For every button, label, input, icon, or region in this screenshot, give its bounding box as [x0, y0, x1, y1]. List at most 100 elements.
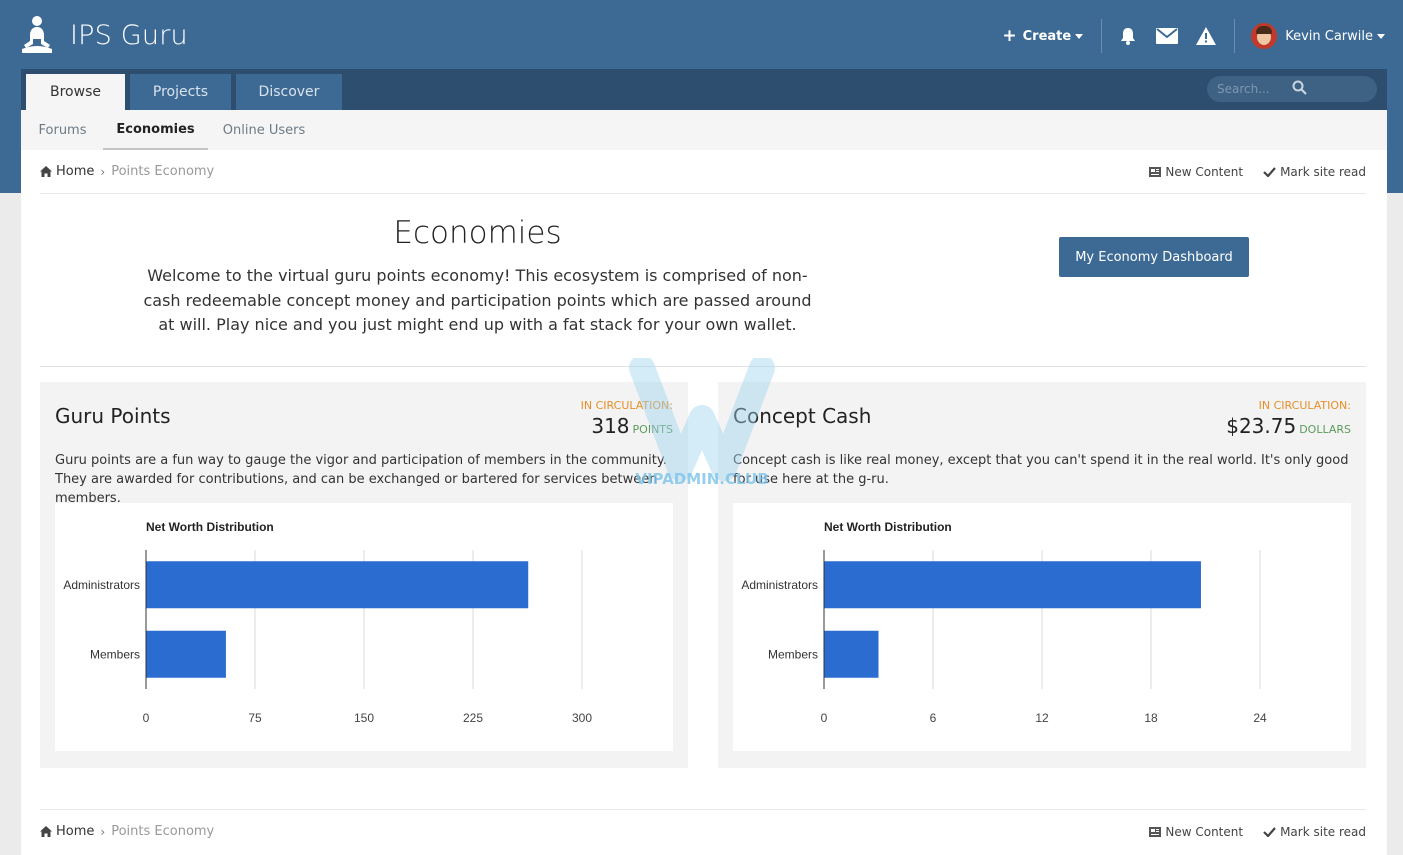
mark-site-read-label: Mark site read	[1280, 824, 1366, 839]
caret-down-icon	[1377, 33, 1385, 39]
x-tick-label: 150	[354, 711, 374, 725]
bar-chart: Net Worth Distribution 0 6 12 18 24 Administra…	[741, 520, 1267, 725]
subnav-label: Online Users	[222, 122, 306, 138]
tab-browse[interactable]: Browse	[26, 74, 125, 110]
divider	[1234, 19, 1236, 53]
x-tick-label: 0	[821, 711, 828, 725]
create-menu-button[interactable]: + Create	[1002, 26, 1084, 46]
net-worth-chart: Net Worth Distribution 0 6 12 18 24 Administra…	[733, 503, 1351, 751]
my-economy-dashboard-button[interactable]: My Economy Dashboard	[1059, 237, 1249, 277]
newspaper-icon	[1149, 826, 1162, 837]
new-content-link[interactable]: New Content	[1149, 165, 1243, 179]
user-bar: + Create Kevin Carwile	[1002, 18, 1385, 54]
bar	[824, 561, 1201, 609]
new-content-link[interactable]: New Content	[1149, 825, 1243, 839]
mark-site-read-label: Mark site read	[1280, 164, 1366, 179]
home-icon	[40, 166, 52, 177]
concept-cash-panel: Concept Cash IN CIRCULATION: $23.75 DOLLA…	[718, 382, 1366, 768]
circulation-stat: IN CIRCULATION: 318 POINTS	[581, 399, 673, 438]
divider	[40, 366, 1366, 367]
guru-points-panel: Guru Points IN CIRCULATION: 318 POINTS Gu…	[40, 382, 688, 768]
breadcrumb-home[interactable]: Home	[40, 164, 94, 179]
x-tick-label: 18	[1144, 711, 1158, 725]
panel-title: Guru Points	[55, 404, 171, 428]
circulation-label: IN CIRCULATION:	[1258, 399, 1351, 412]
tab-discover[interactable]: Discover	[236, 74, 342, 110]
breadcrumb-home-label: Home	[56, 824, 95, 839]
breadcrumb-current[interactable]: Points Economy	[111, 824, 215, 839]
circulation-value: 318	[591, 414, 630, 438]
create-label: Create	[1022, 28, 1072, 44]
subnav-label: Economies	[116, 121, 195, 137]
breadcrumb-bottom: Home › Points Economy New Content Mark s…	[40, 809, 1366, 853]
site-header: IPS Guru + Create Kevin Carwile	[0, 0, 1403, 70]
page-title: Economies	[393, 215, 562, 251]
plus-icon: +	[1002, 26, 1017, 46]
circulation-label: IN CIRCULATION:	[580, 399, 673, 412]
intro-text: Welcome to the virtual guru points econo…	[143, 266, 812, 334]
home-icon	[40, 826, 52, 837]
subnav-label: Forums	[38, 122, 87, 138]
mark-site-read-link[interactable]: Mark site read	[1263, 825, 1366, 839]
bar	[146, 561, 529, 609]
tab-label: Discover	[258, 84, 320, 100]
panel-description: Concept cash is like real money, except …	[733, 453, 1349, 487]
avatar	[1251, 23, 1278, 49]
x-tick-label: 12	[1035, 711, 1049, 725]
chevron-right-icon: ›	[100, 164, 106, 179]
x-tick-label: 24	[1253, 711, 1267, 725]
panel-title: Concept Cash	[733, 404, 872, 428]
checkmark-icon	[1263, 166, 1276, 177]
bar-chart: Net Worth Distribution 0 75 150 225 300 Admini…	[63, 520, 592, 725]
mark-site-read-link[interactable]: Mark site read	[1263, 165, 1366, 179]
new-content-label: New Content	[1165, 824, 1244, 839]
user-name: Kevin Carwile	[1285, 28, 1373, 44]
x-tick-label: 0	[143, 711, 150, 725]
messages-envelope-icon[interactable]	[1156, 28, 1179, 44]
breadcrumb-home[interactable]: Home	[40, 824, 94, 839]
secondary-nav: Forums Economies Online Users	[21, 110, 1387, 150]
subnav-forums[interactable]: Forums	[25, 110, 100, 150]
newspaper-icon	[1149, 166, 1162, 177]
site-name: IPS Guru	[70, 19, 188, 51]
bar	[146, 630, 226, 678]
x-tick-label: 6	[930, 711, 937, 725]
circulation-value: $23.75	[1226, 414, 1297, 438]
x-tick-label: 300	[572, 711, 592, 725]
search-icon[interactable]	[1292, 80, 1367, 98]
breadcrumb-home-label: Home	[56, 164, 95, 179]
tab-projects[interactable]: Projects	[130, 74, 231, 110]
caret-down-icon	[1075, 33, 1084, 39]
breadcrumb-current[interactable]: Points Economy	[111, 164, 215, 179]
divider	[1101, 19, 1103, 53]
site-logo[interactable]: IPS Guru	[20, 15, 188, 55]
panel-description: Guru points are a fun way to gauge the v…	[55, 453, 667, 506]
meditation-logo-icon	[20, 15, 54, 55]
chart-title: Net Worth Distribution	[824, 520, 952, 534]
category-label: Members	[90, 647, 140, 661]
search-placeholder: Search...	[1217, 82, 1270, 96]
subnav-online-users[interactable]: Online Users	[214, 110, 314, 150]
category-label: Administrators	[63, 578, 140, 592]
warning-triangle-icon[interactable]	[1196, 27, 1217, 45]
circulation-stat: IN CIRCULATION: $23.75 DOLLARS	[1226, 399, 1351, 438]
bar	[824, 630, 879, 678]
chart-title: Net Worth Distribution	[146, 520, 274, 534]
category-label: Members	[768, 647, 818, 661]
tab-label: Browse	[50, 84, 101, 100]
user-menu[interactable]: Kevin Carwile	[1235, 23, 1385, 49]
circulation-unit: POINTS	[632, 423, 673, 436]
subnav-economies[interactable]: Economies	[103, 110, 208, 150]
x-tick-label: 75	[248, 711, 262, 725]
new-content-label: New Content	[1165, 164, 1244, 179]
notifications-bell-icon[interactable]	[1118, 26, 1138, 46]
x-tick-label: 225	[463, 711, 483, 725]
category-label: Administrators	[741, 578, 818, 592]
search-input[interactable]: Search...	[1207, 76, 1377, 102]
net-worth-chart: Net Worth Distribution 0 75 150 225 300 Admini…	[55, 503, 673, 751]
checkmark-icon	[1263, 826, 1276, 837]
chevron-right-icon: ›	[100, 824, 106, 839]
primary-nav: Browse Projects Discover Search...	[21, 69, 1387, 110]
tab-label: Projects	[152, 84, 209, 100]
circulation-unit: DOLLARS	[1299, 423, 1351, 436]
